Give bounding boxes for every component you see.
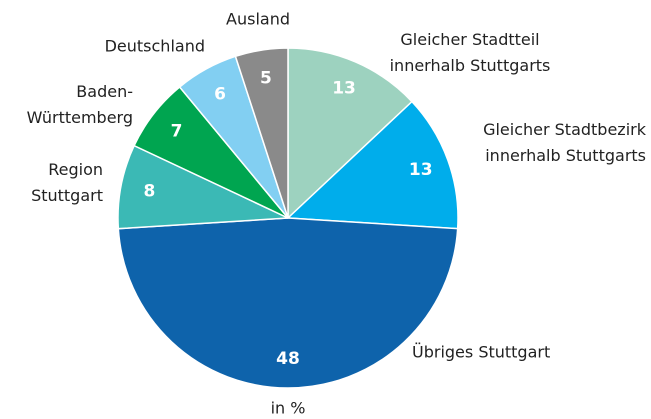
value-label: 48: [276, 349, 300, 369]
category-label: Gleicher Stadtbezirk innerhalb Stuttgarts: [483, 120, 647, 165]
pie-slice: [287, 47, 413, 220]
value-label: 7: [171, 122, 183, 142]
category-label: Baden-Württemberg: [27, 82, 133, 127]
value-label: 13: [409, 160, 433, 180]
pie-slice: [234, 47, 289, 219]
value-label: 6: [214, 84, 226, 104]
category-label: Deutschland: [105, 37, 205, 56]
category-label: Übriges Stuttgart: [412, 343, 550, 362]
value-label: 13: [332, 79, 356, 99]
value-label: 8: [143, 182, 155, 202]
category-label: Region Stuttgart: [31, 160, 103, 205]
pie-slice: [117, 217, 459, 389]
category-label: Gleicher Stadtteil innerhalb Stuttgarts: [390, 30, 551, 75]
unit-label: in %: [271, 399, 306, 418]
category-label: Ausland: [226, 10, 290, 29]
value-label: 5: [260, 69, 272, 89]
pie-slice: [286, 100, 459, 230]
